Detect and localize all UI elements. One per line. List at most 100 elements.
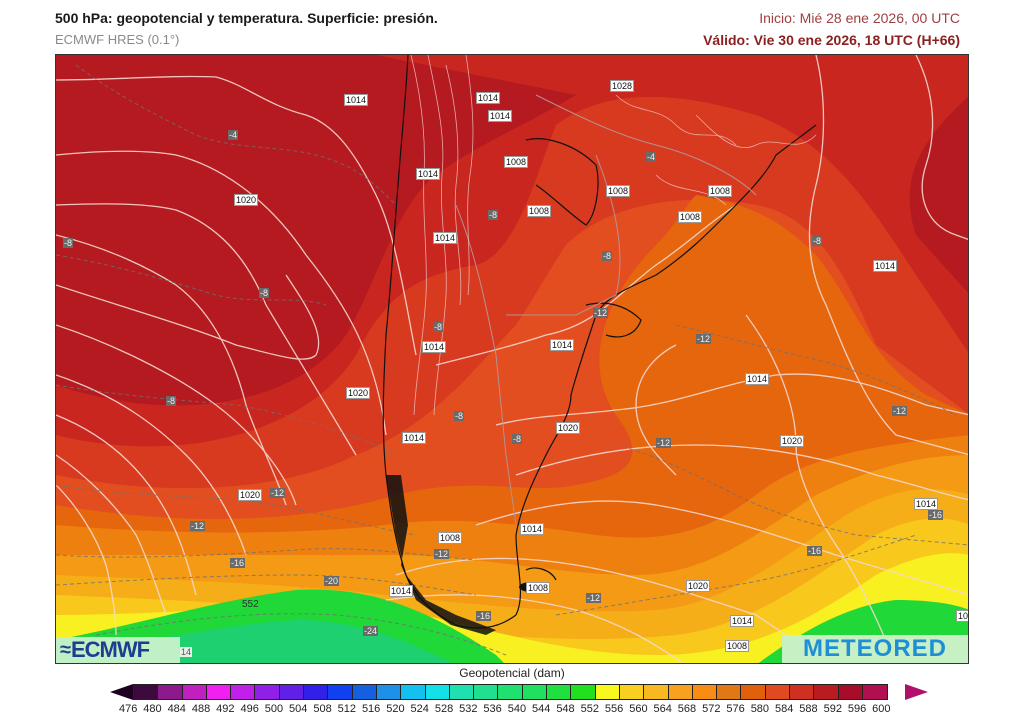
valid-time: Válido: Vie 30 ene 2026, 18 UTC (H+66) [703,32,960,48]
colorbar-cell [547,685,572,699]
colorbar-tick-label: 496 [240,703,259,715]
colorbar-cell [158,685,183,699]
isobar-label: 1008 [708,185,733,197]
isotherm-label: -12 [593,308,609,318]
colorbar-cell [231,685,256,699]
colorbar-tick-label: 516 [361,703,381,715]
colorbar-title: Geopotencial (dam) [459,666,565,680]
colorbar-cell [328,685,353,699]
colorbar-tick-label: 484 [167,703,186,715]
colorbar-tick-label: 540 [507,703,527,715]
ecmwf-logo: ≈ ECMWF [56,637,180,663]
colorbar-cell [255,685,280,699]
colorbar-tick-label: 524 [410,703,429,715]
colorbar-min-arrow [110,684,133,700]
isotherm-label: -8 [512,434,523,444]
colorbar-tick-label: 576 [726,703,745,715]
colorbar-tick-label: 528 [434,703,454,715]
isotherm-label: -16 [807,546,823,556]
colorbar-tick-label: 504 [289,703,308,715]
map-fill-layers [56,55,968,663]
colorbar-tick-label: 552 [580,703,599,715]
isobar-label: 1008 [438,532,463,544]
colorbar-cell [498,685,523,699]
colorbar-tick-label: 584 [774,703,794,715]
colorbar-cell [182,685,207,699]
geopotential-label: 552 [242,599,259,610]
colorbar-cell [717,685,742,699]
colorbar-tick-label: 508 [313,703,332,715]
colorbar-cell [644,685,669,699]
weather-map[interactable]: 1014 1020 1014 1014 1008 1014 1008 1014 … [55,54,969,664]
colorbar-cell [668,685,693,699]
model-name: ECMWF HRES (0.1°) [55,32,180,47]
isotherm-label: -12 [656,438,672,448]
colorbar-cell [134,685,159,699]
isobar-label: 1028 [610,80,635,92]
colorbar-tick-label: 568 [677,703,697,715]
isotherm-label: -12 [190,521,206,531]
isobar-label: 1008 [606,185,631,197]
isobar-label: 1008 [725,640,750,652]
meteored-logo: METEORED [782,635,968,663]
colorbar-cell [862,685,888,699]
colorbar-tick-label: 592 [823,703,842,715]
colorbar-ticks: 476 480 484 488 492 496 500 504 508 512 516 520 524 5… [116,703,894,715]
isotherm-label: -16 [476,611,492,621]
isobar-label: 1008 [678,211,703,223]
isotherm-label: -8 [259,288,270,298]
isotherm-label: -24 [363,626,379,636]
colorbar-cell [741,685,766,699]
isobar-label: 1020 [556,422,581,434]
colorbar-tick-label: 500 [264,703,284,715]
colorbar-tick-label: 572 [702,703,721,715]
isobar-label: 1014 [488,110,513,122]
map-title: 500 hPa: geopotencial y temperatura. Sup… [55,10,438,26]
colorbar-cell [474,685,499,699]
isobar-label: 1020 [234,194,259,206]
colorbar-cell [279,685,305,699]
colorbar-tick-label: 560 [629,703,648,715]
isotherm-label: -12 [270,488,286,498]
isobar-label: 1020 [346,387,371,399]
isotherm-label: -8 [63,238,74,248]
colorbar-tick-label: 580 [750,703,770,715]
init-time: Inicio: Mié 28 ene 2026, 00 UTC [759,10,960,26]
isobar-label: 1014 [914,498,939,510]
colorbar-cell [376,685,402,699]
isobar-label: 1020 [238,489,263,501]
isobar-label: 1014 [433,232,458,244]
isotherm-label: -12 [586,593,602,603]
colorbar-cell [425,685,450,699]
colorbar-cell [352,685,377,699]
colorbar-cell [571,685,596,699]
isobar-label: 1014 [389,585,414,597]
isobar-label: 1014 [476,92,501,104]
isotherm-label: -8 [166,396,177,406]
isobar-label: 1014 [416,168,441,180]
colorbar-tick-label: 596 [847,703,867,715]
isobar-label: 1014 [730,615,755,627]
isobar-label: 1014 [520,523,545,535]
colorbar-tick-label: 480 [143,703,162,715]
ecmwf-wave-icon: ≈ [60,638,71,661]
ecmwf-suffix-label: 14 [180,647,193,657]
colorbar-tick-label: 532 [459,703,478,715]
colorbar-tick-label: 476 [118,703,138,715]
isotherm-label: -20 [324,576,340,586]
colorbar-cell [304,685,329,699]
colorbar-max-arrow [905,684,928,700]
isotherm-label: -4 [228,130,239,140]
colorbar-tick-label: 492 [216,703,235,715]
isobar-label: 1008 [526,582,551,594]
colorbar-cell [449,685,475,699]
colorbar-tick-label: 536 [483,703,502,715]
isobar-label: 10 [956,610,969,622]
isobar-label: 1014 [344,94,369,106]
isobar-label: 1008 [504,156,529,168]
colorbar-cell [814,685,839,699]
isotherm-label: -16 [230,558,246,568]
isobar-label: 1014 [550,339,575,351]
colorbar-tick-label: 548 [556,703,575,715]
isotherm-label: -12 [434,549,450,559]
